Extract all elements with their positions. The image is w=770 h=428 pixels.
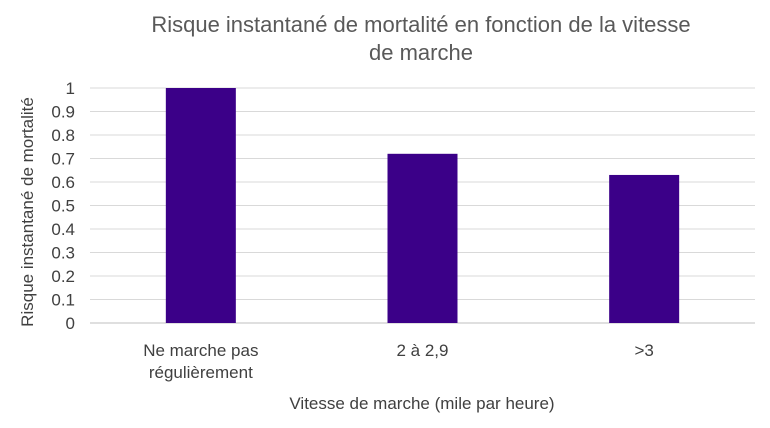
y-tick-label: 1 (66, 79, 75, 98)
chart-title-line-1: Risque instantané de mortalité en foncti… (151, 12, 690, 37)
x-axis-label: Vitesse de marche (mile par heure) (289, 394, 554, 413)
bars (165, 88, 680, 323)
bar (165, 88, 236, 323)
y-tick-label: 0.7 (51, 150, 75, 169)
y-tick-label: 0.1 (51, 291, 75, 310)
bar (387, 153, 458, 323)
x-category-labels: Ne marche pas régulièrement 2 à 2,9 >3 (143, 341, 654, 382)
y-tick-label: 0.2 (51, 267, 75, 286)
y-tick-label: 0.4 (51, 220, 75, 239)
y-axis-label: Risque instantané de mortalité (18, 97, 37, 327)
x-category-label: régulièrement (149, 363, 253, 382)
y-tick-label: 0.3 (51, 244, 75, 263)
x-category-label: Ne marche pas (143, 341, 258, 360)
bar (609, 174, 680, 323)
x-category-label: 2 à 2,9 (397, 341, 449, 360)
y-tick-labels: 0 0.1 0.2 0.3 0.4 0.5 0.6 0.7 0.8 0.9 1 (51, 79, 75, 333)
y-tick-label: 0 (66, 314, 75, 333)
x-category-label: >3 (634, 341, 653, 360)
y-tick-label: 0.8 (51, 126, 75, 145)
y-tick-label: 0.9 (51, 103, 75, 122)
y-tick-label: 0.6 (51, 173, 75, 192)
y-tick-label: 0.5 (51, 197, 75, 216)
chart-title-line-2: de marche (369, 40, 473, 65)
